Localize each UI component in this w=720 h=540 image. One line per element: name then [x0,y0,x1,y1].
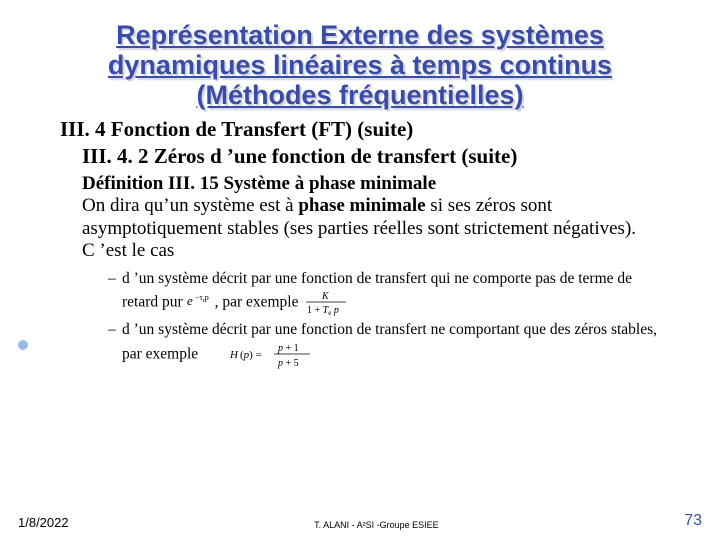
decorative-dot [18,340,28,350]
footer-date: 1/8/2022 [18,515,69,530]
formula-frac2: H (p) = p + 1 p + 5 [230,340,314,370]
bullet-text-mid: , par exemple [215,293,299,310]
bullet-text: d ’un système décrit par une fonction de… [122,321,660,370]
slide-footer: 1/8/2022 T. ALANI - A²SI -Groupe ESIEE 7… [0,512,720,530]
svg-text:−τrp: −τrp [195,293,209,304]
svg-text:e: e [187,293,193,308]
subsection-heading: III. 4. 2 Zéros d ’une fonction de trans… [82,144,660,169]
definition-block: Définition III. 15 Système à phase minim… [82,173,660,263]
svg-text:p + 5: p + 5 [277,358,299,369]
svg-text:p + 1: p + 1 [277,343,299,354]
svg-text:K: K [321,291,330,302]
bullet-list: – d ’un système décrit par une fonction … [108,270,660,369]
list-item: – d ’un système décrit par une fonction … [108,270,660,317]
svg-text:1 + Te p: 1 + Te p [307,305,339,317]
slide-body: III. 4 Fonction de Transfert (FT) (suite… [0,115,720,370]
title-line-2: dynamiques linéaires à temps continus [48,50,672,80]
footer-center: T. ALANI - A²SI -Groupe ESIEE [69,520,685,530]
slide-title: Représentation Externe des systèmes dyna… [0,0,720,115]
title-line-3: (Méthodes fréquentielles) [48,80,672,110]
section-heading: III. 4 Fonction de Transfert (FT) (suite… [60,117,660,142]
svg-text:(p) =: (p) = [240,349,262,361]
bullet-dash-icon: – [108,321,122,370]
definition-title: Définition III. 15 Système à phase minim… [82,173,436,194]
list-item: – d ’un système décrit par une fonction … [108,321,660,370]
footer-page-number: 73 [684,512,702,530]
bullet-dash-icon: – [108,270,122,317]
definition-text-3: C ’est le cas [82,240,174,261]
definition-emphasis: phase minimale [298,195,425,216]
formula-frac1: K 1 + Te p [302,289,348,317]
svg-text:H: H [230,349,239,361]
title-line-1: Représentation Externe des systèmes [48,20,672,50]
bullet-text: d ’un système décrit par une fonction de… [122,270,660,317]
definition-text-1: On dira qu’un système est à [82,195,298,216]
formula-retard: e −τrp [187,292,215,314]
bullet-text-main: d ’un système décrit par une fonction de… [122,321,657,362]
